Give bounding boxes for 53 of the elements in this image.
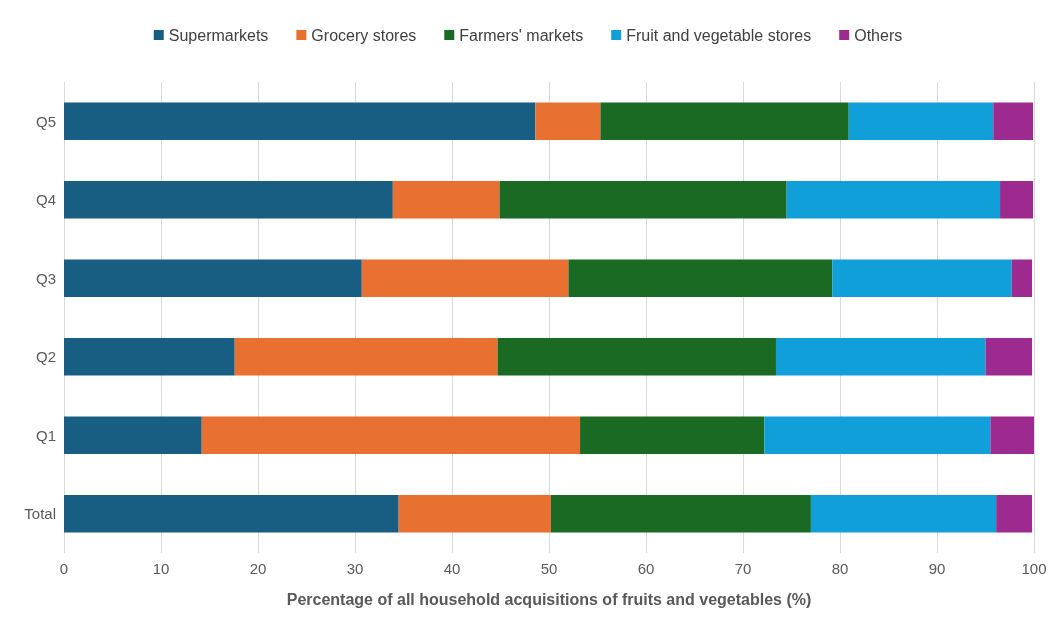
bar [550,494,811,533]
y-tick-label: Total [24,505,56,523]
bar [398,494,551,533]
x-tick-label: 10 [152,560,170,577]
x-tick-label: 50 [540,560,558,577]
bar [832,259,1012,298]
x-tick-label: 30 [346,560,364,577]
bar [600,102,849,141]
legend-label: Fruit and vegetable stores [626,26,812,44]
bar [990,416,1034,455]
bar [1011,259,1033,298]
bar [64,337,235,376]
bar [392,180,500,219]
x-tick-label: 0 [59,560,69,577]
bar [996,494,1033,533]
bar [764,416,991,455]
x-tick-label: 100 [1021,560,1047,577]
bar [497,337,776,376]
bar [810,494,997,533]
bar [64,102,536,141]
x-tick-label: 40 [443,560,461,577]
bar [234,337,498,376]
x-tick-label: 80 [831,560,849,577]
bar [580,416,765,455]
legend-label: Others [854,26,903,44]
bar [1000,180,1034,219]
bar [786,180,1001,219]
bar [64,180,393,219]
bar [775,337,986,376]
y-tick-label: Q5 [35,112,56,130]
legend-label: Grocery stores [311,26,417,44]
bar [64,494,399,533]
y-tick-label: Q3 [35,269,56,287]
bar [848,102,994,141]
x-tick-label: 20 [249,560,267,577]
bar [993,102,1034,141]
x-axis-title: Percentage of all household acquisitions of fruits and vegetables (%) [286,590,812,608]
bar [499,180,787,219]
bar [201,416,581,455]
x-tick-label: 60 [637,560,655,577]
y-tick-label: Q1 [35,426,56,444]
bar [64,416,202,455]
x-tick-label: 90 [928,560,946,577]
bar [64,259,362,298]
bar [568,259,833,298]
legend-label: Supermarkets [168,26,269,44]
bar [535,102,601,141]
bar [361,259,569,298]
legend-label: Farmers' markets [459,26,584,44]
x-tick-label: 70 [734,560,752,577]
y-tick-label: Q2 [35,348,56,366]
bar [985,337,1033,376]
y-tick-label: Q4 [35,191,56,209]
